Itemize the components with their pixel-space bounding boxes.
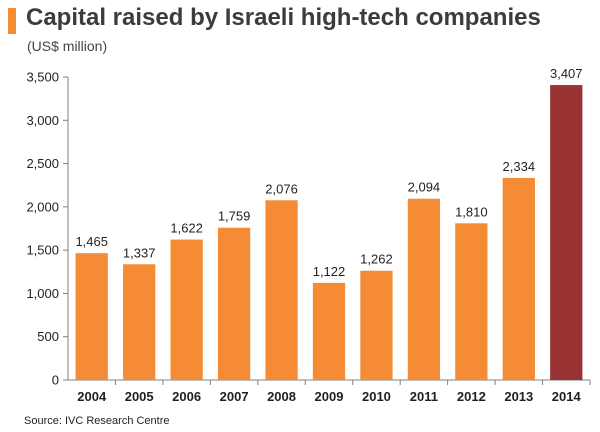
bar-2008 — [265, 200, 298, 380]
data-label-2005: 1,337 — [123, 245, 156, 260]
y-tick-label: 0 — [52, 373, 59, 388]
data-label-2010: 1,262 — [360, 252, 393, 267]
bar-2009 — [312, 282, 346, 380]
data-label-2011: 2,094 — [408, 180, 441, 195]
title-accent-bar — [8, 8, 16, 34]
x-tick-label-2005: 2005 — [125, 389, 154, 404]
bar-2007 — [217, 227, 251, 380]
source-note: Source: IVC Research Centre — [24, 415, 170, 427]
data-label-2014: 3,407 — [550, 66, 583, 81]
bar-2013 — [502, 177, 535, 380]
y-tick-label: 3,500 — [26, 70, 59, 85]
data-label-2004: 1,465 — [75, 234, 108, 249]
data-label-2006: 1,622 — [170, 221, 203, 236]
chart-title: Capital raised by Israeli high-tech comp… — [26, 4, 541, 31]
data-label-2009: 1,122 — [313, 264, 346, 279]
x-tick-label-2009: 2009 — [315, 389, 344, 404]
bar-2004 — [75, 253, 108, 380]
x-tick-label-2012: 2012 — [457, 389, 486, 404]
y-tick-label: 2,500 — [26, 156, 59, 171]
x-tick-label-2014: 2014 — [552, 389, 582, 404]
x-tick-label-2011: 2011 — [410, 389, 438, 404]
data-label-2007: 1,759 — [218, 209, 251, 224]
data-label-2013: 2,334 — [503, 159, 536, 174]
bar-2010 — [360, 270, 393, 380]
y-tick-label: 2,000 — [26, 199, 59, 214]
x-tick-label-2004: 2004 — [77, 389, 107, 404]
data-label-2008: 2,076 — [265, 181, 298, 196]
x-tick-label-2008: 2008 — [267, 389, 296, 404]
y-tick-label: 1,500 — [26, 243, 59, 258]
bar-2006 — [170, 239, 203, 380]
y-tick-label: 1,000 — [26, 286, 59, 301]
bar-2012 — [455, 223, 488, 380]
x-tick-label-2013: 2013 — [504, 389, 533, 404]
x-tick-label-2007: 2007 — [220, 389, 249, 404]
x-tick-label-2010: 2010 — [362, 389, 391, 404]
y-tick-label: 500 — [37, 329, 59, 344]
bar-2011 — [407, 198, 441, 380]
y-tick-label: 3,000 — [26, 113, 59, 128]
data-label-2012: 1,810 — [455, 204, 488, 219]
bar-2014 — [550, 85, 583, 380]
x-tick-label-2006: 2006 — [172, 389, 201, 404]
chart-subtitle: (US$ million) — [27, 38, 108, 54]
bar-2005 — [123, 264, 156, 380]
